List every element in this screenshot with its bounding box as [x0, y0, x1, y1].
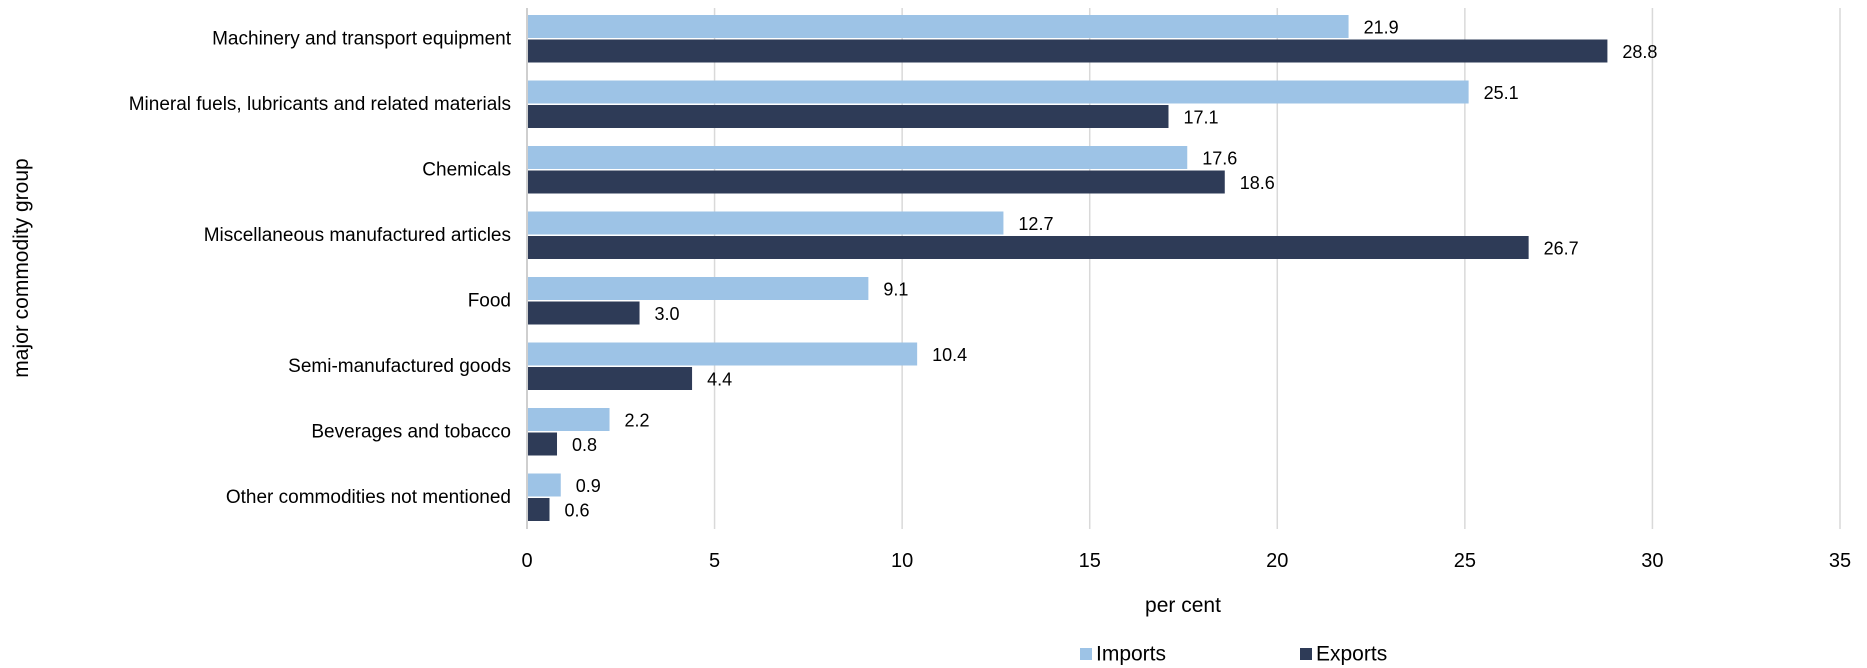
- x-axis-title: per cent: [1145, 594, 1221, 617]
- bar-exports-food: [528, 301, 640, 325]
- data-label: 17.6: [1202, 149, 1237, 169]
- x-tick-label: 35: [1829, 550, 1851, 572]
- category-label: Machinery and transport equipment: [212, 29, 512, 50]
- legend-label-exports: Exports: [1316, 643, 1387, 666]
- data-label: 18.6: [1240, 173, 1275, 193]
- bar-exports-mineral-fuels-lubricants-and-related-materials: [528, 105, 1169, 128]
- y-axis-title: major commodity group: [10, 158, 33, 377]
- bar-imports-mineral-fuels-lubricants-and-related-materials: [528, 80, 1469, 104]
- data-label: 0.8: [572, 435, 597, 455]
- data-label: 9.1: [883, 280, 908, 300]
- category-label: Other commodities not mentioned: [226, 487, 511, 508]
- data-label: 2.2: [625, 411, 650, 431]
- bar-imports-semi-manufactured-goods: [528, 342, 918, 366]
- bars: [528, 15, 1608, 521]
- bar-exports-miscellaneous-manufactured-articles: [528, 236, 1529, 259]
- bar-exports-machinery-and-transport-equipment: [528, 39, 1608, 63]
- category-labels: Machinery and transport equipment Mineral…: [129, 29, 512, 509]
- data-label: 21.9: [1364, 18, 1399, 38]
- bar-imports-other-commodities-not-mentioned: [528, 473, 561, 497]
- x-tick-label: 15: [1079, 550, 1101, 572]
- data-label: 26.7: [1544, 239, 1579, 259]
- category-label: Semi-manufactured goods: [288, 356, 511, 377]
- legend-swatch-exports: [1300, 648, 1312, 660]
- bar-exports-beverages-and-tobacco: [528, 432, 558, 456]
- category-label: Food: [468, 291, 511, 312]
- category-label: Chemicals: [422, 160, 511, 181]
- data-label: 12.7: [1018, 214, 1053, 234]
- data-labels: 21.9 28.8 25.1 17.1 17.618.6 12.7 26.7 9.1 3.0 10…: [565, 18, 1658, 521]
- bar-exports-chemicals: [528, 170, 1225, 194]
- x-tick-label: 30: [1641, 550, 1663, 572]
- x-tick-labels: 0 5 10 15 20 25 30 35: [521, 550, 1851, 572]
- x-tick-label: 5: [709, 550, 720, 572]
- data-label: 3.0: [655, 304, 680, 324]
- category-label: Miscellaneous manufactured articles: [204, 225, 511, 246]
- legend-label-imports: Imports: [1096, 643, 1166, 666]
- x-tick-label: 0: [521, 550, 532, 572]
- x-tick-label: 10: [891, 550, 913, 572]
- data-label: 0.6: [565, 501, 590, 521]
- bar-imports-food: [528, 277, 869, 300]
- data-label: 25.1: [1484, 83, 1519, 103]
- data-label: 10.4: [932, 345, 967, 365]
- legend: Imports Exports: [1080, 643, 1387, 666]
- bar-imports-machinery-and-transport-equipment: [528, 15, 1349, 38]
- bar-exports-other-commodities-not-mentioned: [528, 498, 550, 521]
- x-tick-label: 25: [1454, 550, 1476, 572]
- category-label: Mineral fuels, lubricants and related ma…: [129, 94, 511, 115]
- bar-exports-semi-manufactured-goods: [528, 367, 693, 390]
- legend-swatch-imports: [1080, 648, 1092, 660]
- data-label: 4.4: [707, 370, 732, 390]
- bar-imports-miscellaneous-manufactured-articles: [528, 211, 1004, 235]
- bar-imports-chemicals: [528, 146, 1188, 169]
- data-label: 0.9: [576, 476, 601, 496]
- x-tick-label: 20: [1266, 550, 1288, 572]
- data-label: 28.8: [1622, 42, 1657, 62]
- category-label: Beverages and tobacco: [311, 422, 511, 443]
- bar-imports-beverages-and-tobacco: [528, 408, 610, 431]
- data-label: 17.1: [1183, 108, 1218, 128]
